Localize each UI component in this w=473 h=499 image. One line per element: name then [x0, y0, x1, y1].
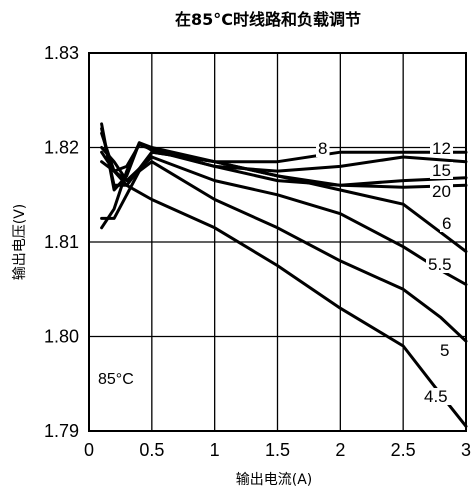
series-label-bg	[316, 140, 330, 157]
series-line-5	[100, 146, 468, 343]
y-tick-label: 1.80	[44, 327, 79, 347]
series-line-20	[100, 143, 468, 189]
series-label-bg	[426, 256, 459, 273]
x-tick-label: 2.5	[391, 440, 416, 460]
series-label-20: 20	[432, 182, 451, 201]
series-label-bg	[422, 388, 455, 405]
y-tick-label: 1.81	[44, 232, 79, 252]
y-tick-label: 1.82	[44, 138, 79, 158]
series-label-bg	[430, 162, 453, 179]
series-line-4-5	[100, 160, 468, 428]
series-label-bg	[430, 183, 453, 200]
x-tick-label: 0.5	[139, 440, 164, 460]
x-tick-label: 2	[335, 440, 345, 460]
x-axis-label: 输出电流(A)	[236, 472, 313, 488]
series-label-6: 6	[442, 214, 451, 233]
y-tick-label: 1.79	[44, 421, 79, 441]
x-tick-label: 3	[461, 440, 471, 460]
series-line-5-5	[100, 131, 468, 286]
series-label-12: 12	[432, 139, 451, 158]
chart-title: 在85°C时线路和负载调节	[175, 10, 361, 29]
y-tick-labels: 1.79 1.80 1.81 1.82 1.83	[44, 43, 79, 441]
x-tick-label: 1.5	[265, 440, 290, 460]
series-label-bg	[440, 215, 454, 232]
series-lines	[100, 122, 468, 428]
grid	[88, 52, 467, 432]
series-label-5-5: 5.5	[428, 255, 452, 274]
y-axis-label: 输出电压(V)	[12, 204, 28, 281]
series-label-8: 8	[318, 139, 327, 158]
series-label-4-5: 4.5	[424, 387, 448, 406]
temperature-annotation: 85°C	[98, 371, 134, 388]
series-labels: 4.5 5 5.5 6 8 12 15 20	[316, 139, 459, 406]
series-label-15: 15	[432, 161, 451, 180]
series-label-5: 5	[440, 341, 449, 360]
x-tick-labels: 0 0.5 1 1.5 2 2.5 3	[84, 440, 471, 460]
series-line-12	[100, 141, 468, 230]
y-tick-label: 1.83	[44, 43, 79, 63]
series-label-bg	[438, 342, 452, 359]
x-tick-label: 1	[210, 440, 220, 460]
plot-frame	[88, 52, 467, 432]
series-label-bg	[430, 140, 453, 157]
x-tick-label: 0	[84, 440, 94, 460]
